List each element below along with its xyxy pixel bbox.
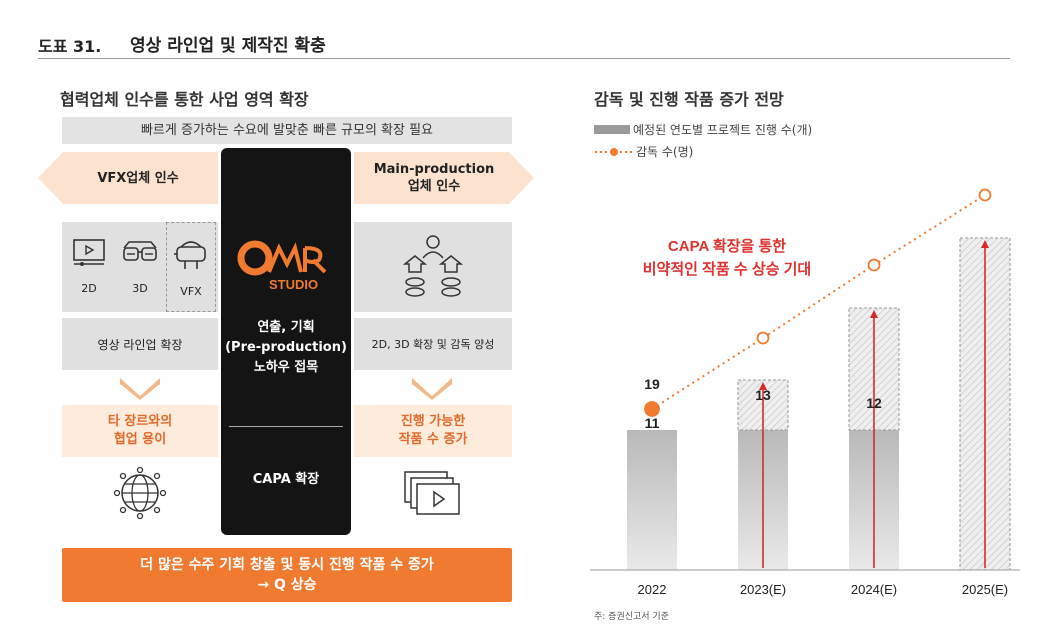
center-divider (229, 426, 343, 427)
monitor-play-icon (73, 239, 105, 266)
format-vfx-label: VFX (180, 285, 202, 298)
studio-logo: STUDIO (235, 236, 335, 300)
studio-logo-mark: STUDIO (237, 240, 327, 292)
left-result-box: 타 장르와의 협업 용이 (62, 405, 218, 457)
vfx-banner-label: VFX업체 인수 (97, 170, 179, 186)
center-description: 연출, 기획 (Pre-production) 노하우 접목 (225, 320, 347, 375)
chevron-down-icon (412, 378, 452, 400)
right-description: 2D, 3D 확장 및 감독 양성 (354, 318, 512, 370)
chart-note: 주: 증권신고서 기준 (594, 612, 669, 622)
right-result-box: 진행 가능한 작품 수 증가 (354, 405, 512, 457)
data-label-increase-2023: 13 (755, 387, 771, 403)
format-2d-label: 2D (81, 282, 97, 295)
director-line (651, 194, 986, 410)
left-description: 영상 라인업 확장 (62, 318, 218, 370)
conclusion-bar: 더 많은 수주 기회 창출 및 동시 진행 작품 수 증가 → Q 상승 (62, 548, 512, 602)
video-stack-icon (404, 471, 460, 515)
legend-line: 감독 수(명) (594, 143, 693, 160)
3d-glasses-icon (123, 241, 157, 261)
legend-line-swatch (595, 147, 633, 156)
figure-label: 도표 31. (38, 37, 102, 56)
figure-title: 영상 라인업 및 제작진 확충 (130, 36, 326, 56)
globe-network-icon (113, 466, 167, 520)
main-banner-label: Main-production 업체 인수 (373, 162, 495, 194)
studio-logo-text: STUDIO (269, 277, 318, 292)
video-icon-wrap (354, 462, 512, 524)
format-2d: 2D (64, 222, 114, 312)
x-tick-label: 2022 (638, 582, 667, 597)
globe-icon-wrap (62, 462, 218, 524)
format-3d-label: 3D (132, 282, 148, 295)
director-point-3 (978, 188, 992, 202)
legend-bar-swatch (594, 125, 630, 134)
right-panel-title: 감독 및 진행 작품 증가 전망 (594, 90, 784, 109)
main-production-banner: Main-production 업체 인수 (354, 152, 534, 204)
chart-annotation-line2: 비약적인 작품 수 상승 기대 (643, 260, 811, 278)
people-icon-box (354, 222, 512, 312)
center-studio-panel: STUDIO 연출, 기획 (Pre-production) 노하우 접목 CA… (221, 148, 351, 535)
people-network-icon (402, 235, 464, 297)
director-point-1 (756, 331, 770, 345)
header-divider (38, 58, 1010, 59)
chevron-down-icon (120, 378, 160, 400)
director-project-chart: 2022 2023(E) 2024(E) 2025(E) 19 11 13 12 CAPA 확… (590, 188, 1020, 597)
vr-headset-icon (174, 241, 206, 269)
director-point-2 (867, 258, 881, 272)
vfx-acquisition-banner: VFX업체 인수 (38, 152, 218, 204)
x-tick-label: 2024(E) (851, 582, 897, 597)
director-point-0 (644, 401, 660, 417)
x-tick-label: 2025(E) (962, 582, 1008, 597)
data-label-bar-2022: 11 (645, 415, 660, 431)
format-icons-box: 2D 3D VFX (62, 222, 218, 312)
data-label-directors-2022: 19 (644, 376, 660, 392)
data-label-increase-2024: 12 (866, 395, 882, 411)
left-panel-title: 협력업체 인수를 통한 사업 영역 확장 (60, 90, 309, 109)
x-tick-label: 2023(E) (740, 582, 786, 597)
legend-bar: 예정된 연도별 프로젝트 진행 수(개) (594, 121, 812, 138)
capa-expansion-label: CAPA 확장 (252, 472, 320, 487)
format-vfx: VFX (166, 222, 216, 312)
chart-annotation-line1: CAPA 확장을 통한 (668, 237, 786, 255)
subtitle-bar: 빠르게 증가하는 수요에 발맞춘 빠른 규모의 확장 필요 (62, 117, 512, 144)
format-3d: 3D (115, 222, 165, 312)
bar-base-0 (627, 430, 677, 570)
